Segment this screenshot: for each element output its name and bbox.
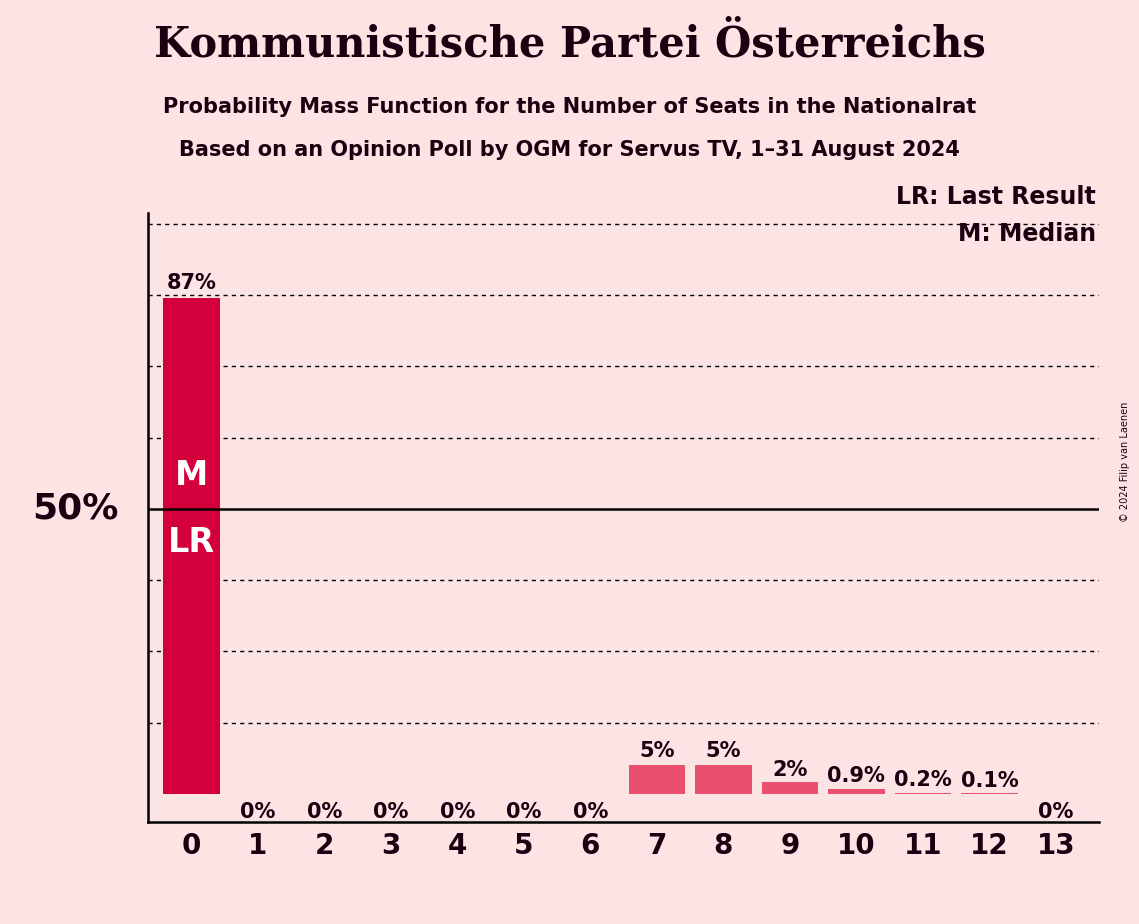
- Text: 0%: 0%: [573, 802, 608, 822]
- Bar: [163, 298, 220, 794]
- Bar: [762, 783, 818, 794]
- Text: 0%: 0%: [1039, 802, 1074, 822]
- Text: 0%: 0%: [240, 802, 276, 822]
- Bar: [894, 793, 951, 794]
- Bar: [695, 765, 752, 794]
- Text: 2%: 2%: [772, 760, 808, 780]
- Text: 87%: 87%: [166, 274, 216, 294]
- Text: Based on an Opinion Poll by OGM for Servus TV, 1–31 August 2024: Based on an Opinion Poll by OGM for Serv…: [179, 140, 960, 161]
- Text: 0%: 0%: [506, 802, 541, 822]
- Text: 0.2%: 0.2%: [894, 771, 952, 790]
- Text: 50%: 50%: [32, 492, 118, 526]
- Text: 0%: 0%: [306, 802, 342, 822]
- Text: © 2024 Filip van Laenen: © 2024 Filip van Laenen: [1120, 402, 1130, 522]
- Text: Probability Mass Function for the Number of Seats in the Nationalrat: Probability Mass Function for the Number…: [163, 97, 976, 117]
- Text: 0.1%: 0.1%: [960, 771, 1018, 791]
- Text: M: M: [174, 459, 208, 492]
- Text: M: Median: M: Median: [958, 222, 1096, 246]
- Text: 0%: 0%: [374, 802, 409, 822]
- Bar: [629, 765, 686, 794]
- Bar: [828, 789, 885, 794]
- Text: Kommunistische Partei Österreichs: Kommunistische Partei Österreichs: [154, 23, 985, 65]
- Text: 0%: 0%: [440, 802, 475, 822]
- Text: LR: LR: [167, 526, 215, 559]
- Text: 0.9%: 0.9%: [827, 766, 885, 786]
- Text: LR: Last Result: LR: Last Result: [896, 185, 1096, 209]
- Text: 5%: 5%: [639, 741, 674, 760]
- Text: 5%: 5%: [706, 741, 741, 760]
